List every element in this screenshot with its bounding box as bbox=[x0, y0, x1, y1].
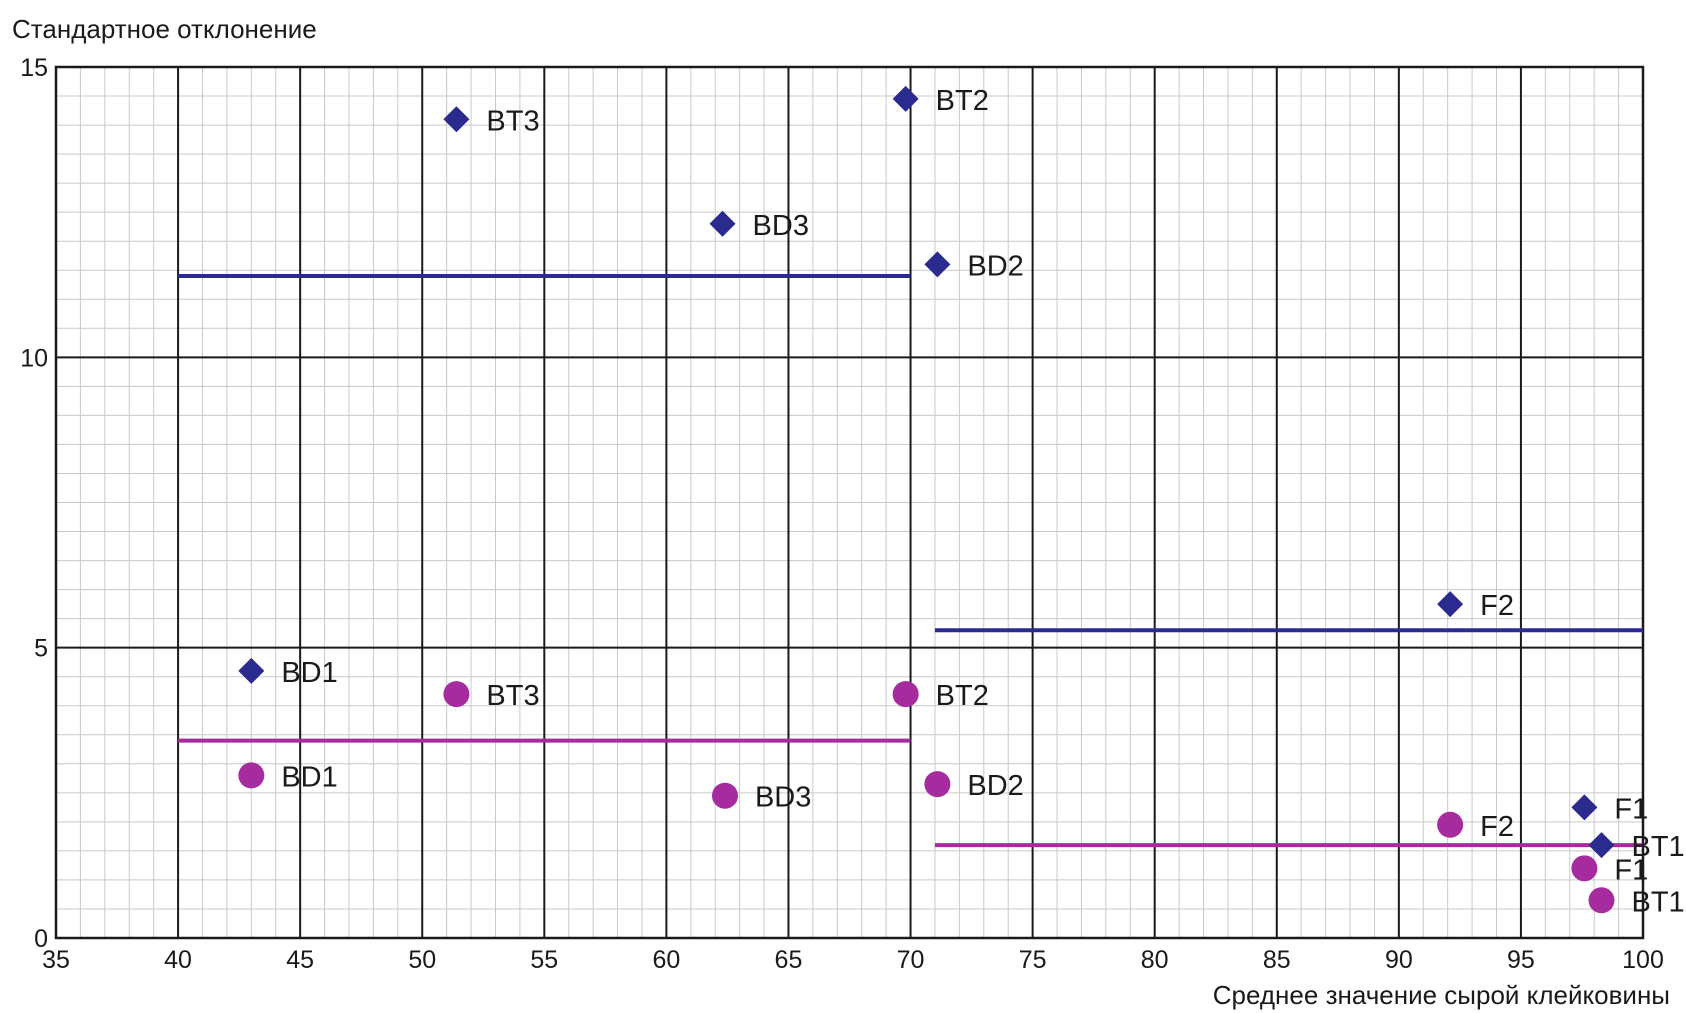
plot-frame bbox=[54, 65, 1645, 940]
x-tick-label: 95 bbox=[1507, 946, 1535, 974]
x-tick-label: 35 bbox=[42, 946, 70, 974]
y-tick-label: 5 bbox=[34, 635, 48, 663]
circle-marker bbox=[924, 771, 951, 798]
point-label: BT2 bbox=[936, 85, 989, 117]
circle-marker bbox=[238, 762, 265, 789]
reference-lines bbox=[178, 274, 1643, 848]
x-tick-label: 90 bbox=[1385, 946, 1413, 974]
diamond-marker bbox=[1588, 832, 1615, 859]
x-axis-title: Среднее значение сырой клейковины bbox=[1213, 980, 1670, 1010]
x-tick-label: 65 bbox=[775, 946, 803, 974]
x-tick-label: 55 bbox=[530, 946, 558, 974]
minor-grid bbox=[55, 66, 1644, 939]
diamond-marker bbox=[1571, 794, 1598, 821]
x-tick-label: 75 bbox=[1019, 946, 1047, 974]
diamond-marker bbox=[709, 210, 736, 237]
circle-marker bbox=[1571, 855, 1598, 882]
diamond-marker bbox=[238, 657, 265, 684]
x-tick-label: 85 bbox=[1263, 946, 1291, 974]
x-tick-label: 80 bbox=[1141, 946, 1169, 974]
y-tick-label: 10 bbox=[20, 344, 48, 372]
circle-marker bbox=[443, 681, 470, 708]
y-axis-title: Стандартное отклонение bbox=[12, 14, 317, 44]
y-axis-ticks: 0 5 10 15 bbox=[20, 54, 48, 953]
point-label: BT1 bbox=[1631, 831, 1684, 863]
x-tick-label: 50 bbox=[408, 946, 436, 974]
point-label: BT3 bbox=[486, 680, 539, 712]
point-label: F1 bbox=[1614, 793, 1648, 825]
point-label: BD2 bbox=[967, 250, 1023, 282]
x-tick-label: 70 bbox=[897, 946, 925, 974]
point-label: BD3 bbox=[755, 782, 811, 814]
point-label: BT2 bbox=[936, 680, 989, 712]
point-label: F1 bbox=[1614, 854, 1648, 886]
circle-marker bbox=[711, 782, 738, 809]
point-label: BD1 bbox=[281, 657, 337, 689]
diamond-marker bbox=[1437, 591, 1464, 618]
circle-marker bbox=[1437, 811, 1464, 838]
point-label: BD2 bbox=[967, 770, 1023, 802]
x-tick-label: 60 bbox=[652, 946, 680, 974]
point-label: BT3 bbox=[486, 105, 539, 137]
point-label: F2 bbox=[1480, 811, 1514, 843]
point-label: BD3 bbox=[753, 210, 809, 242]
point-label: BT1 bbox=[1631, 886, 1684, 918]
x-tick-label: 100 bbox=[1622, 946, 1664, 974]
diamond-marker bbox=[924, 251, 951, 278]
x-tick-label: 45 bbox=[286, 946, 314, 974]
circle-marker bbox=[1588, 887, 1615, 914]
diamond-marker bbox=[892, 85, 919, 112]
x-tick-label: 40 bbox=[164, 946, 192, 974]
data-markers bbox=[238, 85, 1615, 914]
diamond-marker bbox=[443, 106, 470, 133]
y-tick-label: 15 bbox=[20, 54, 48, 82]
point-label: F2 bbox=[1480, 590, 1514, 622]
x-axis-ticks: 35 40 45 50 55 60 65 70 75 80 85 90 95 100 bbox=[42, 946, 1664, 974]
circle-marker bbox=[892, 681, 919, 708]
y-tick-label: 0 bbox=[34, 925, 48, 953]
point-label: BD1 bbox=[281, 761, 337, 793]
